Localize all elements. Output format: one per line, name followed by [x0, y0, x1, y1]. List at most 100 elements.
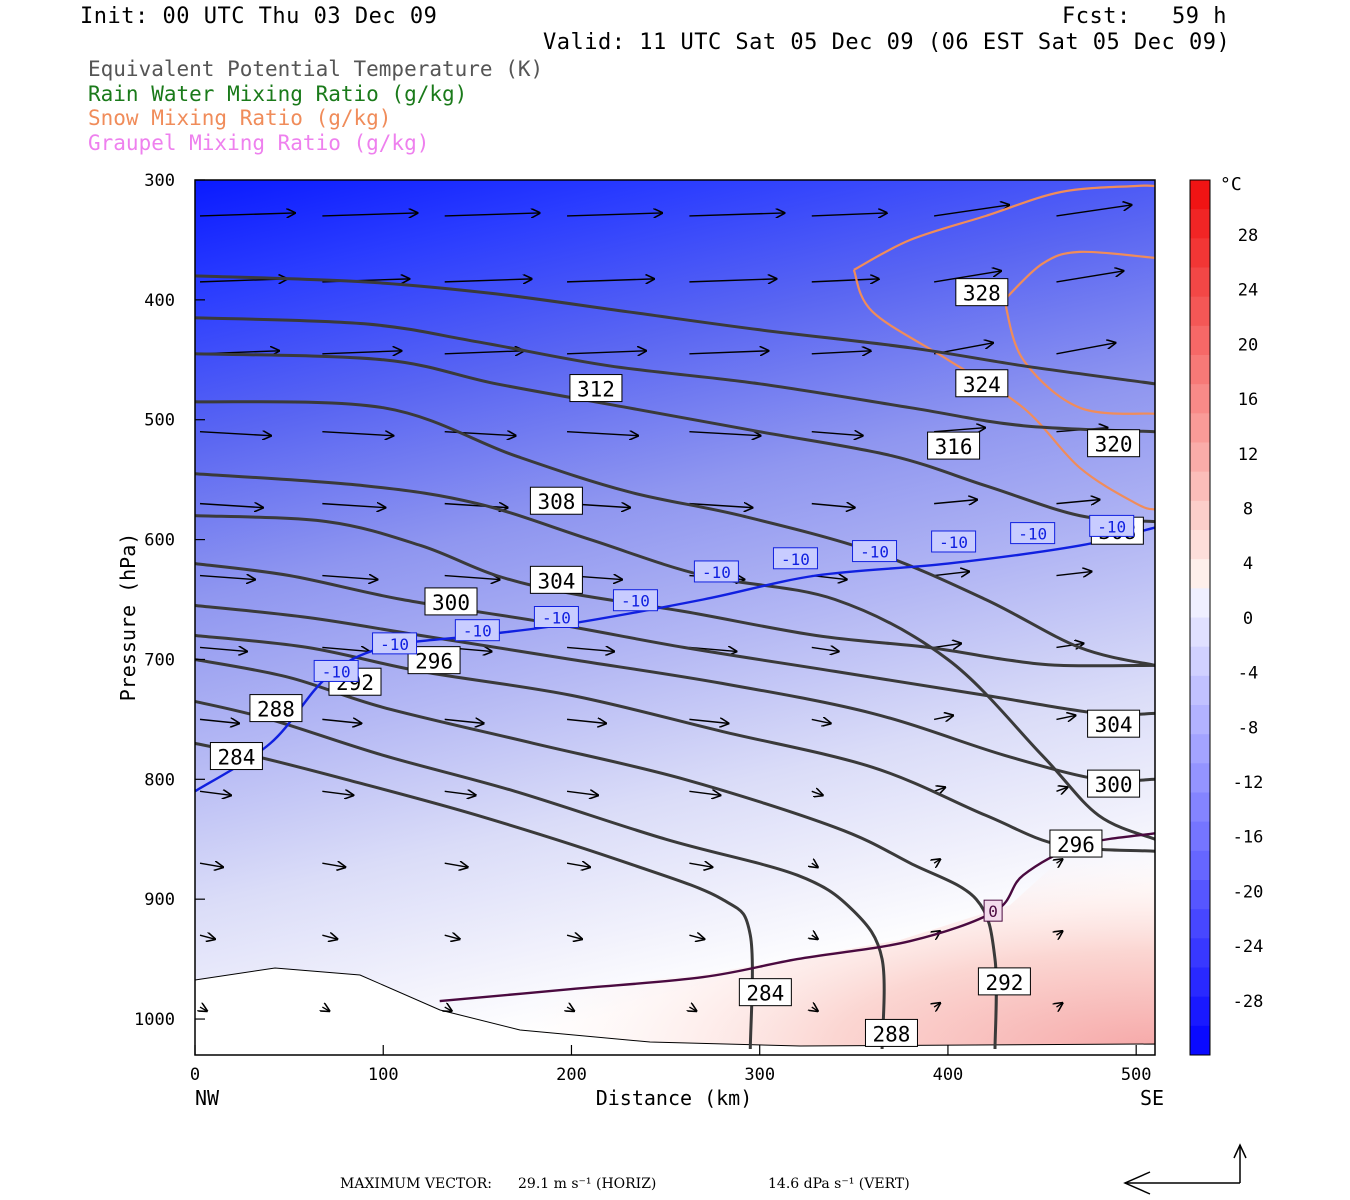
wind-vector [1056, 205, 1131, 217]
wind-vector [811, 504, 855, 508]
temperature-label-box [1089, 514, 1135, 537]
wind-vector [812, 1007, 818, 1011]
max-vector-horizontal: 29.1 m s⁻¹ (HORIZ) [518, 1176, 657, 1192]
x-axis-title: Distance (km) [596, 1086, 753, 1110]
temperature-contour--10 [194, 526, 1156, 793]
wind-vector [566, 863, 590, 867]
wind-vector [322, 935, 337, 939]
valid-time-label: Valid: 11 UTC Sat 05 Dec 09 (06 EST Sat … [543, 30, 1231, 55]
theta-e-label-box [529, 486, 583, 515]
colorbar-swatch [1190, 471, 1210, 502]
wind-vector [1056, 715, 1075, 719]
colorbar-swatch [1190, 500, 1210, 531]
wind-vector [934, 643, 961, 647]
snow-contour-line [852, 269, 1156, 511]
y-axis-title: Pressure (hPa) [116, 533, 140, 702]
plot-frame [194, 179, 1156, 1056]
wind-vector [199, 935, 215, 939]
wind-vector [1056, 500, 1099, 504]
colorbar-label: -16 [1233, 828, 1264, 848]
wind-vector [934, 271, 1001, 283]
y-tick-label: 300 [144, 171, 175, 191]
wind-vector [1056, 343, 1115, 355]
colorbar-swatch [1190, 238, 1210, 268]
temperature-label: -10 [322, 662, 351, 681]
temperature-label: -10 [380, 635, 409, 654]
colorbar-swatch [1190, 705, 1210, 735]
theta-e-label-box [927, 431, 981, 460]
wind-vector [444, 935, 460, 939]
wind-vector [444, 504, 508, 508]
warm-surface-shading [440, 830, 1155, 1050]
wind-vector [689, 719, 728, 723]
max-vector-vertical: 14.6 dPa s⁻¹ (VERT) [768, 1176, 910, 1192]
temperature-contour-labels: -10 -10 -10 -10 -10 -10 -10 -10 -10 -10 -10 0 [313, 514, 1135, 922]
theta-e-label: 284 [217, 746, 255, 770]
theta-e-label-box [955, 278, 1009, 307]
y-tick-label: 600 [144, 531, 175, 551]
theta-e-contour-312 [194, 472, 1156, 841]
temperature-label: -10 [463, 622, 492, 641]
theta-e-label: 300 [1095, 773, 1133, 797]
colorbar-swatch [1190, 209, 1210, 239]
wind-vector [934, 859, 940, 863]
wind-vector [322, 1007, 329, 1011]
x-axis-left-end-label: NW [195, 1086, 220, 1110]
temperature-label-box [454, 619, 500, 642]
wind-vector [322, 213, 417, 216]
wind-vector [933, 787, 945, 791]
temperature-label-box [533, 606, 579, 628]
wind-vector [322, 504, 385, 508]
wind-vector [689, 504, 752, 508]
x-tick-label: 0 [190, 1065, 200, 1085]
wind-vector [689, 213, 784, 216]
temperature-label-box [372, 632, 418, 655]
colorbar-swatch [1190, 734, 1210, 764]
wind-vector [566, 935, 582, 939]
wind-vector [1056, 859, 1062, 863]
wind-vector [812, 935, 818, 939]
forecast-hour-label: Fcst: 59 h [1062, 4, 1227, 29]
temperature-label: -10 [939, 533, 968, 552]
wind-vector [811, 791, 823, 795]
theta-e-label-box [529, 565, 583, 594]
x-tick-label: 300 [744, 1065, 775, 1085]
wind-vector [199, 719, 239, 723]
y-tick-label: 700 [144, 650, 175, 670]
colorbar-swatch [1190, 559, 1210, 589]
colorbar-swatch [1190, 880, 1210, 910]
wind-vector [933, 715, 953, 719]
colorbar-swatch [1190, 588, 1210, 618]
colorbar-label: 8 [1243, 500, 1253, 520]
theta-e-label: 320 [1095, 433, 1133, 457]
temperature-label: -10 [621, 592, 650, 611]
theta-e-label: 324 [963, 373, 1001, 397]
temperature-contours [194, 526, 1156, 1003]
snow-mixing-ratio-contours [852, 184, 1156, 511]
wind-vector [445, 1007, 452, 1011]
theta-e-label-box [955, 369, 1009, 398]
theta-e-label-box [864, 1018, 918, 1047]
colorbar-label: 0 [1243, 609, 1253, 629]
max-vector-caption: MAXIMUM VECTOR: [340, 1176, 492, 1192]
theta-e-label-box [1087, 429, 1141, 458]
theta-e-contour-328 [194, 274, 1156, 386]
colorbar-label: -20 [1233, 882, 1264, 902]
wind-vector [444, 791, 476, 795]
vector-scale-arrows [1123, 1143, 1247, 1195]
wind-vector [199, 504, 263, 508]
colorbar-label: 24 [1238, 281, 1258, 301]
theta-e-label-box [977, 967, 1031, 996]
theta-e-label-box [424, 587, 478, 616]
temperature-label: -10 [702, 563, 731, 582]
y-axis: 300 400 500 600 700 800 900 1000 [134, 171, 205, 1030]
legend-rain: Rain Water Mixing Ratio (g/kg) [88, 82, 468, 106]
colorbar-swatch [1190, 355, 1210, 385]
wind-vector [444, 719, 484, 723]
wind-vector [566, 647, 614, 651]
y-tick-label: 900 [144, 890, 175, 910]
wind-vector [567, 213, 662, 216]
theta-e-label-box [249, 694, 303, 723]
x-tick-label: 500 [1121, 1065, 1152, 1085]
